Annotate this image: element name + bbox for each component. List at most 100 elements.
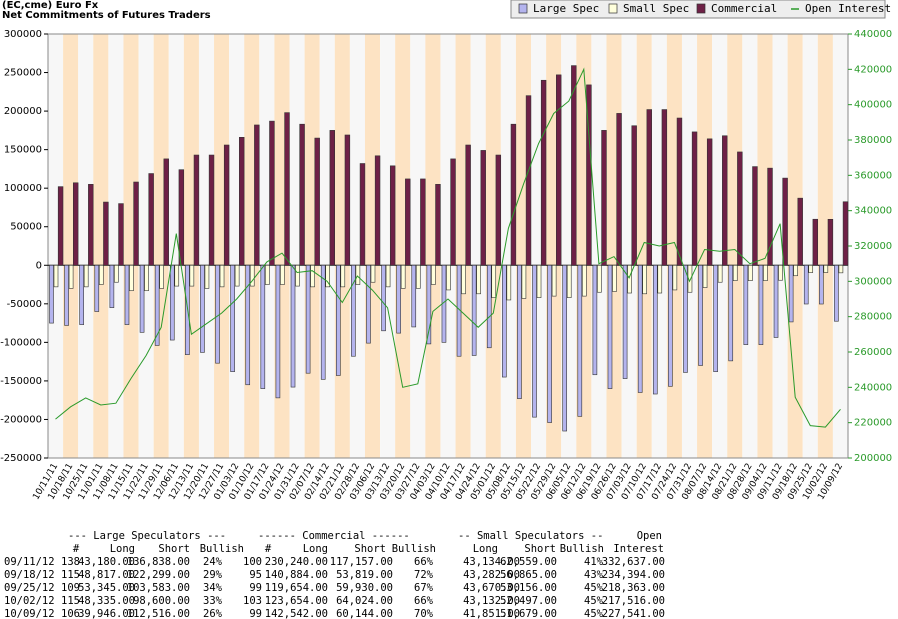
bar <box>547 264 552 423</box>
table-cell: 41,851.00 <box>463 608 520 619</box>
y2-tick-label: 260000 <box>854 347 892 358</box>
table-cell: 100 <box>243 556 262 568</box>
table-group-header: --- Large Speculators --- <box>68 530 226 542</box>
bar <box>284 112 290 266</box>
y2-tick-label: 300000 <box>854 276 892 287</box>
bar <box>748 264 753 281</box>
bar <box>471 264 477 356</box>
bar <box>234 264 240 287</box>
bar <box>400 264 406 289</box>
y-tick-label: -50000 <box>7 299 42 310</box>
bar <box>683 264 688 373</box>
bar <box>163 158 169 266</box>
table-cell: 09/18/12 <box>4 569 55 581</box>
bar <box>290 264 296 388</box>
table-cell: 218,363.00 <box>602 582 665 594</box>
table-cell: 115 <box>61 569 80 581</box>
bar <box>144 264 149 292</box>
bar <box>556 74 562 266</box>
band-stripe <box>832 34 848 458</box>
bar <box>687 264 693 293</box>
table-column-header: Short <box>524 543 556 555</box>
chart-subtitle: Net Commitments of Futures Traders <box>2 10 211 21</box>
band-stripe <box>440 34 456 458</box>
legend-label: Commercial <box>711 2 777 15</box>
bar <box>359 163 366 266</box>
bar <box>702 264 708 288</box>
bar <box>532 264 537 418</box>
chart-title: (EC,cme) Euro Fx <box>2 0 99 11</box>
y-tick-label: 150000 <box>4 145 42 156</box>
table-cell: 10/09/12 <box>4 608 55 619</box>
table-cell: 70% <box>414 608 434 619</box>
bar <box>64 264 69 326</box>
bar <box>521 264 527 299</box>
table-cell: 43% <box>584 569 604 581</box>
bar <box>275 264 281 399</box>
bar <box>597 264 602 293</box>
bar <box>148 173 154 266</box>
table-cell: 09/11/12 <box>4 556 55 568</box>
bar <box>295 264 300 287</box>
table-cell: 138 <box>61 556 80 568</box>
table-cell: 45% <box>584 608 604 619</box>
bar <box>758 264 764 345</box>
bar <box>812 218 819 266</box>
bar <box>566 264 572 298</box>
y-tick-label: -100000 <box>0 337 42 348</box>
bar <box>652 264 658 395</box>
bar <box>254 124 260 266</box>
legend-label: Small Spec <box>623 2 689 15</box>
table-cell: 67% <box>414 582 434 594</box>
bar <box>646 109 652 266</box>
table-cell: 43,282.00 <box>463 569 520 581</box>
y2-tick-label: 400000 <box>854 100 892 111</box>
bar <box>215 264 220 364</box>
bar <box>265 264 270 285</box>
y-tick-label: 100000 <box>4 183 42 194</box>
table-column-header: Short <box>354 543 386 555</box>
bar <box>159 264 164 289</box>
table-cell: 43,134.00 <box>463 556 520 568</box>
table-column-header: Interest <box>613 543 664 555</box>
bar <box>788 264 794 323</box>
y2-tick-label: 320000 <box>854 241 892 252</box>
bar <box>103 201 109 266</box>
y-tick-label: 250000 <box>4 68 42 79</box>
bar <box>773 264 779 338</box>
bar <box>219 264 225 288</box>
bar <box>426 264 432 345</box>
bar <box>260 264 266 389</box>
bar <box>536 264 542 298</box>
table-cell: 09/25/12 <box>4 582 55 594</box>
legend-swatch <box>608 3 618 14</box>
bar <box>139 264 145 333</box>
bar <box>592 264 598 376</box>
bar <box>607 264 613 389</box>
bar <box>174 264 180 287</box>
bar <box>586 84 592 266</box>
legend-swatch <box>696 3 706 14</box>
table-cell: 103 <box>243 595 262 607</box>
legend-label: Open Interest <box>805 2 891 15</box>
bar <box>767 167 773 266</box>
y2-tick-label: 240000 <box>854 382 892 393</box>
bar <box>827 219 834 266</box>
bar <box>310 264 315 288</box>
bar <box>551 264 557 297</box>
table-cell: 95 <box>249 569 262 581</box>
bar <box>79 264 84 325</box>
table-cell: 62,559.00 <box>500 556 557 568</box>
y2-tick-label: 440000 <box>854 29 892 40</box>
bar <box>622 264 628 379</box>
band-stripe <box>123 34 139 458</box>
bar <box>838 264 844 274</box>
table-cell: 60,144.00 <box>336 608 393 619</box>
band-stripe <box>485 34 501 458</box>
bar <box>335 264 341 376</box>
bar <box>405 178 411 266</box>
table-cell: 45% <box>584 595 604 607</box>
bar <box>612 264 617 292</box>
bar <box>366 264 371 344</box>
table-cell: 51,679.00 <box>500 608 557 619</box>
